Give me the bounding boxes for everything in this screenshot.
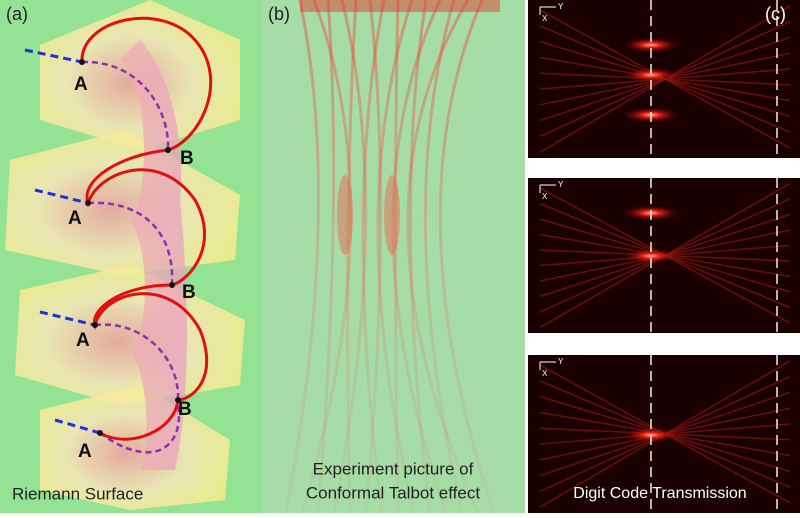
axis-label: Y xyxy=(558,180,564,189)
point-label: B xyxy=(180,148,194,169)
talbot-pattern xyxy=(284,0,500,514)
streak xyxy=(406,0,480,514)
axis-arrows xyxy=(539,361,556,370)
streak xyxy=(361,0,386,514)
axis-label: X xyxy=(542,369,548,378)
point-label: A xyxy=(76,330,90,351)
axis-label: X xyxy=(542,192,548,201)
top-band xyxy=(300,0,500,12)
focus xyxy=(337,175,353,255)
panel-label: (a) xyxy=(6,4,28,24)
point-label: A xyxy=(68,208,82,229)
streak xyxy=(316,0,336,514)
streak xyxy=(284,0,320,514)
digit-images: Y X Y X Y X xyxy=(528,0,800,513)
caption: Digit Code Transmission xyxy=(573,485,746,502)
focus xyxy=(384,175,400,255)
point-label: A xyxy=(74,74,88,95)
spot xyxy=(621,248,681,264)
point-label: B xyxy=(182,282,196,303)
spot xyxy=(621,67,681,83)
panel-label: (b) xyxy=(268,4,290,24)
streak xyxy=(376,0,416,514)
point-label: A xyxy=(78,441,92,462)
spot xyxy=(621,37,681,53)
riemann-surface xyxy=(5,0,245,510)
caption: Experiment picture of xyxy=(313,459,474,478)
axis-arrows xyxy=(539,6,556,15)
point-label: B xyxy=(178,399,192,420)
caption: Riemann Surface xyxy=(12,484,143,503)
axis-arrows xyxy=(539,184,556,193)
axis-label: Y xyxy=(558,357,564,366)
panel-label: (c) xyxy=(765,4,786,24)
axis-label: X xyxy=(542,14,548,23)
axis-label: Y xyxy=(558,2,564,11)
streak xyxy=(438,0,496,514)
caption: Conformal Talbot effect xyxy=(306,483,480,502)
